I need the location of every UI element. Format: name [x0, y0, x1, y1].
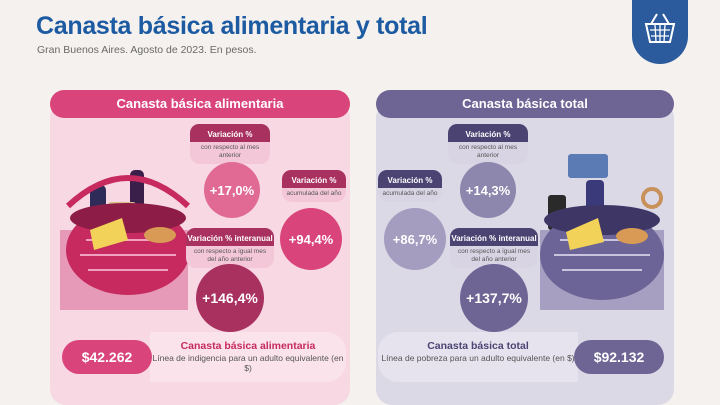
- cba-acumulada-value: +94,4%: [280, 208, 342, 270]
- cbt-mensual-value: +14,3%: [460, 162, 516, 218]
- cbt-description: Canasta básica total Línea de pobreza pa…: [378, 332, 578, 382]
- cba-heading: Canasta básica alimentaria: [50, 90, 350, 118]
- page-subtitle: Gran Buenos Aires. Agosto de 2023. En pe…: [37, 44, 257, 56]
- cba-description-title: Canasta básica alimentaria: [180, 340, 316, 352]
- cbt-amount: $92.132: [574, 340, 664, 374]
- cba-basket-illustration: [65, 170, 191, 295]
- cbt-interanual-label: Variación % interanual: [451, 234, 537, 243]
- cba-mensual-card: Variación % con respecto al mes anterior: [190, 124, 270, 164]
- cba-description: Canasta básica alimentaria Línea de indi…: [150, 332, 346, 382]
- cbt-heading: Canasta básica total: [376, 90, 674, 118]
- cba-amount: $42.262: [62, 340, 152, 374]
- cba-acumulada-card: Variación % acumulada del año: [282, 170, 346, 202]
- cba-interanual-label: Variación % interanual: [187, 234, 273, 243]
- cba-interanual-card: Variación % interanual con respecto a ig…: [186, 228, 274, 268]
- cbt-interanual-card: Variación % interanual con respecto a ig…: [450, 228, 538, 268]
- basket-logo: [632, 0, 688, 64]
- cbt-mensual-label: Variación %: [465, 130, 511, 139]
- cba-acumulada-label: Variación %: [291, 176, 337, 185]
- cbt-mensual-card: Variación % con respecto al mes anterior: [448, 124, 528, 164]
- cbt-acumulada-value: +86,7%: [384, 208, 446, 270]
- cba-mensual-label: Variación %: [207, 130, 253, 139]
- cba-mensual-sub: con respecto al mes anterior: [200, 144, 260, 159]
- page-title: Canasta básica alimentaria y total: [36, 12, 428, 40]
- cba-interanual-sub: con respecto a igual mes del año anterio…: [193, 248, 267, 263]
- cba-mensual-value: +17,0%: [204, 162, 260, 218]
- cbt-interanual-value: +137,7%: [460, 264, 528, 332]
- cbt-basket-illustration: [540, 154, 664, 300]
- cbt-description-title: Canasta básica total: [427, 340, 529, 352]
- cbt-acumulada-label: Variación %: [387, 176, 433, 185]
- cbt-acumulada-sub: acumulada del año: [382, 190, 438, 197]
- cba-acumulada-sub: acumulada del año: [286, 190, 342, 197]
- cbt-interanual-sub: con respecto a igual mes del año anterio…: [457, 248, 531, 263]
- cba-description-text: Línea de indigencia para un adulto equiv…: [152, 353, 344, 373]
- cba-interanual-value: +146,4%: [196, 264, 264, 332]
- cbt-description-text: Línea de pobreza para un adulto equivale…: [381, 353, 575, 363]
- cbt-acumulada-card: Variación % acumulada del año: [378, 170, 442, 202]
- cbt-mensual-sub: con respecto al mes anterior: [458, 144, 518, 159]
- basket-icon: [644, 13, 676, 43]
